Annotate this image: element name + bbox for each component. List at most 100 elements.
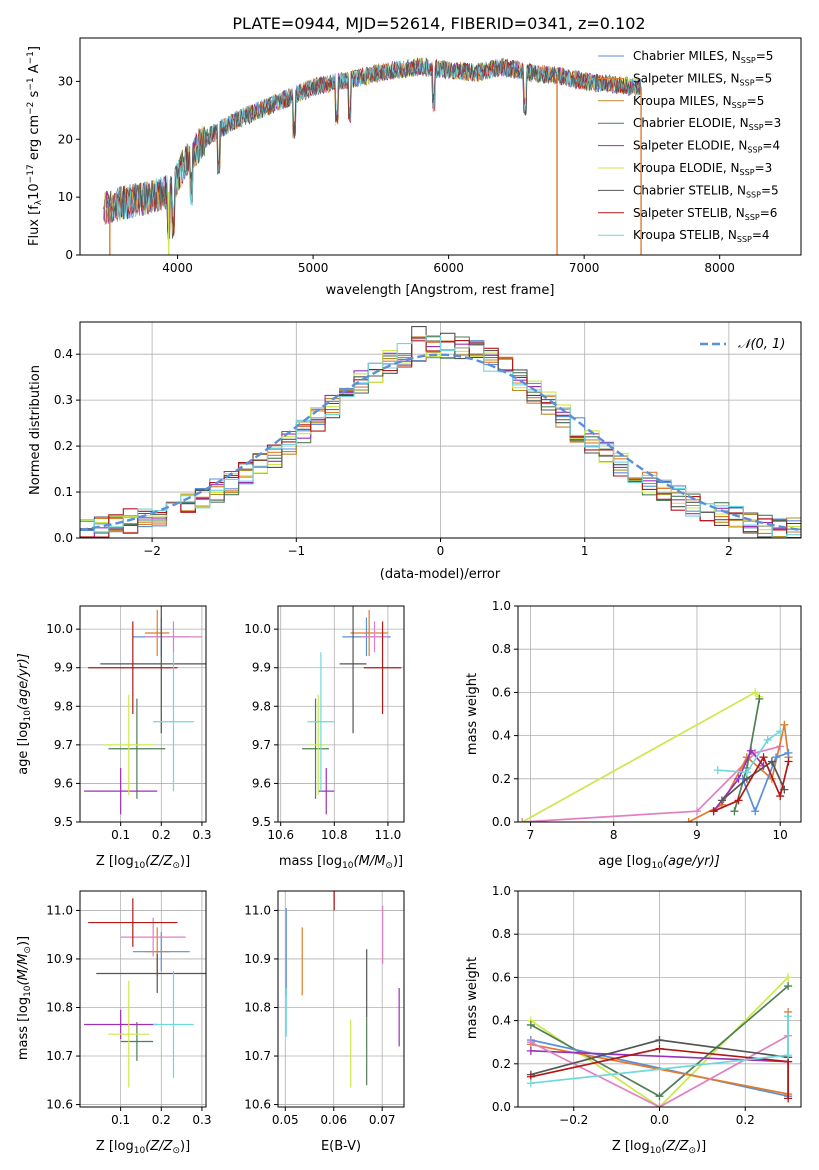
mass-weight-marker <box>692 807 701 816</box>
mass-weight-marker <box>526 1079 535 1088</box>
mass-weight-vs-age-y-tick-label: 0.4 <box>492 729 511 743</box>
age-vs-mass-x-tick-label: 11.0 <box>375 828 402 842</box>
ebv-x-axis-label: E(B-V) <box>321 1139 361 1154</box>
mass-weight-vs-z-frame <box>517 890 802 1108</box>
spectrum-y-tick-label: 20 <box>58 132 73 146</box>
age-y-axis-label: age [log10(age/yr)] <box>16 653 33 775</box>
age-vs-z-x-tick-label: 0.2 <box>152 828 171 842</box>
mass-weight-marker <box>776 727 785 736</box>
mass-weight-vs-age-x-tick-label: 7 <box>527 828 535 842</box>
mass-vs-z-y-tick-label: 10.8 <box>46 1000 73 1014</box>
mass-weight-marker <box>709 807 718 816</box>
mass-weight-vs-age-y-tick-label: 0.8 <box>492 642 511 656</box>
mass-vs-ebv-x-tick-label: 0.05 <box>272 1113 299 1127</box>
mass-y-axis-label: mass [log10(M/M⊙)] <box>16 936 33 1060</box>
histogram-ticks: −2 −1 0 1 2 0.0 0.1 0.2 0.3 0.4 <box>54 347 733 558</box>
histogram-x-tick-label: −1 <box>287 544 305 558</box>
mass-vs-z-frame <box>79 890 207 1108</box>
mass-weight-marker <box>655 1044 664 1053</box>
mass-weight-vs-age-y-tick-label: 0.2 <box>492 772 511 786</box>
age-vs-z-x-tick-label: 0.3 <box>192 828 211 842</box>
mass-vs-z-x-tick-label: 0.3 <box>192 1113 211 1127</box>
spectrum-frame <box>79 37 802 256</box>
mass-weight-vs-z-y-tick-label: 0.8 <box>492 927 511 941</box>
mass-weight-vs-z-x-tick-label: 0.2 <box>736 1113 755 1127</box>
histogram-x-tick-label: 0 <box>437 544 445 558</box>
mass-weight-marker <box>767 757 776 766</box>
parameter-panels: 0.1 0.2 0.3 9.5 9.6 9.7 9.8 9.9 10.0 10.6 10.8 11.0… <box>46 599 802 1127</box>
age-vs-mass-x-tick-label: 10.8 <box>321 828 348 842</box>
age-vs-mass-y-tick-label: 9.9 <box>252 661 271 675</box>
spectrum-legend-label: Salpeter MILES, NSSP=5 <box>633 71 772 87</box>
mass-weight-line <box>522 745 781 822</box>
mass-weight-marker <box>518 818 527 822</box>
histogram-y-tick-label: 0.2 <box>54 439 73 453</box>
age-vs-z-y-tick-label: 9.8 <box>54 699 73 713</box>
histogram-x-axis-label: (data-model)/error <box>380 567 501 582</box>
mass-weight-vs-z-marks <box>526 973 793 1107</box>
mass-weight-marker <box>780 720 789 729</box>
mass-weight-z-y-axis-label: mass weight <box>465 957 480 1039</box>
mass-vs-ebv-x-tick-label: 0.06 <box>320 1113 347 1127</box>
histogram-y-tick-label: 0.0 <box>54 531 73 545</box>
mass-weight-marker <box>776 792 785 801</box>
mass-weight-marker <box>717 796 726 805</box>
mass-weight-vs-z-y-tick-label: 1.0 <box>492 884 511 898</box>
mass-weight-marker <box>713 766 722 775</box>
mass-weight-line <box>741 752 789 814</box>
mass-weight-marker <box>526 1038 535 1047</box>
mass-weight-marker <box>755 694 764 703</box>
z-x-axis-label-bottom: Z [log10(Z/Z⊙)] <box>96 1139 190 1156</box>
mass-weight-vs-age-y-tick-label: 0.0 <box>492 815 511 829</box>
mass-weight-vs-age-frame <box>517 605 802 823</box>
mass-weight-marker <box>784 757 793 766</box>
age-vs-z-y-tick-label: 9.9 <box>54 661 73 675</box>
spectrum-legend: Chabrier MILES, NSSP=5 Salpeter MILES, NS… <box>598 49 781 244</box>
mass-vs-z-panel: 0.1 0.2 0.3 10.6 10.7 10.8 10.9 11.0 <box>46 890 211 1127</box>
mass-vs-z-marks <box>84 898 206 1088</box>
mass-vs-ebv-y-tick-label: 11.0 <box>244 903 271 917</box>
mass-weight-vs-z-y-tick-label: 0.0 <box>492 1100 511 1114</box>
z-x-axis-label-right: Z [log10(Z/Z⊙)] <box>612 1139 706 1156</box>
mass-weight-age-y-axis-label: mass weight <box>465 673 480 755</box>
mass-vs-ebv-panel: 0.05 0.06 0.07 10.6 10.7 10.8 10.9 11.0 <box>244 890 405 1127</box>
mass-vs-z-y-tick-label: 10.9 <box>46 952 73 966</box>
mass-weight-marker <box>655 1103 664 1107</box>
mass-weight-vs-z-y-tick-label: 0.6 <box>492 970 511 984</box>
mass-weight-vs-z-y-tick-label: 0.2 <box>492 1057 511 1071</box>
mass-weight-marker <box>784 1012 793 1021</box>
age-vs-z-y-tick-label: 9.5 <box>54 815 73 829</box>
mass-vs-ebv-y-tick-label: 10.9 <box>244 952 271 966</box>
mass-vs-z-y-tick-label: 11.0 <box>46 903 73 917</box>
normal-legend-label: 𝒩(0, 1) <box>738 337 785 352</box>
age-vs-z-y-tick-label: 10.0 <box>46 622 73 636</box>
age-vs-z-frame <box>79 605 207 823</box>
mass-vs-ebv-y-tick-label: 10.7 <box>244 1049 271 1063</box>
spectrum-legend-label: Chabrier MILES, NSSP=5 <box>633 49 773 65</box>
mass-vs-z-x-tick-label: 0.2 <box>152 1113 171 1127</box>
age-vs-mass-y-tick-label: 9.8 <box>252 699 271 713</box>
spectrum-legend-label: Salpeter ELODIE, NSSP=4 <box>633 139 780 155</box>
mass-weight-vs-age-x-tick-label: 9 <box>693 828 701 842</box>
age-vs-mass-panel: 10.6 10.8 11.0 9.5 9.6 9.7 9.8 9.9 10.0 <box>244 605 405 842</box>
mass-vs-z-y-tick-label: 10.6 <box>46 1098 73 1112</box>
mass-weight-marker <box>763 735 772 744</box>
spectrum-legend-label: Kroupa STELIB, NSSP=4 <box>633 228 770 244</box>
mass-weight-vs-age-x-tick-label: 10 <box>773 828 788 842</box>
histogram-y-tick-label: 0.4 <box>54 347 73 361</box>
mass-weight-marker <box>759 753 768 762</box>
mass-vs-z-y-tick-label: 10.7 <box>46 1049 73 1063</box>
age-vs-mass-y-tick-label: 9.6 <box>252 776 271 790</box>
spectrum-x-axis-label: wavelength [Angstrom, rest frame] <box>326 283 555 298</box>
spectrum-series-group <box>102 56 642 255</box>
age-x-axis-label: age [log10(age/yr)] <box>598 854 720 871</box>
spectrum-panel: Chabrier MILES, NSSP=5 Salpeter MILES, NS… <box>26 37 802 298</box>
mass-weight-marker <box>742 768 751 777</box>
figure-title: PLATE=0944, MJD=52614, FIBERID=0341, z=0… <box>232 14 645 33</box>
mass-weight-line <box>717 730 781 774</box>
histogram-y-tick-label: 0.3 <box>54 393 73 407</box>
histogram-x-tick-label: −2 <box>143 544 161 558</box>
mass-weight-marker <box>772 753 781 762</box>
histogram-step-kroupa-stelib <box>80 334 801 539</box>
